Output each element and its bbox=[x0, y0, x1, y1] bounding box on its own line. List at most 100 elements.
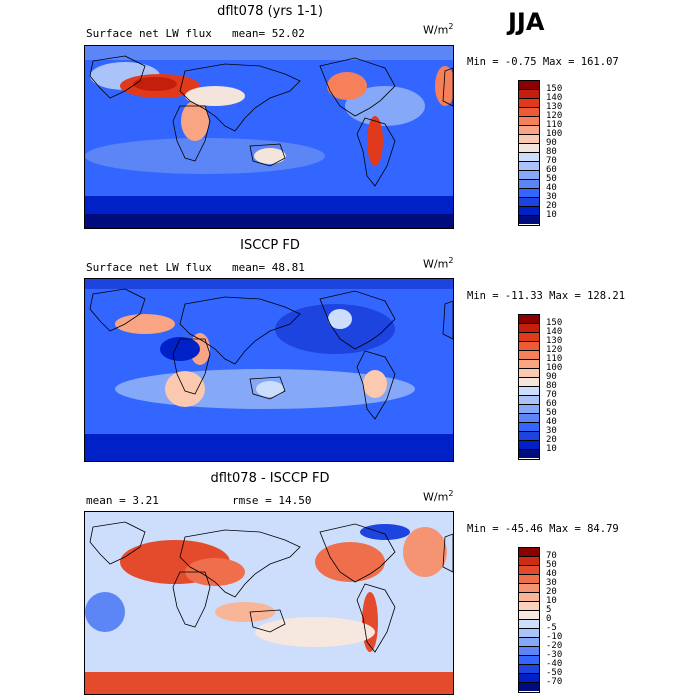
colorbar-tick-label: 30 bbox=[546, 192, 557, 202]
colorbar-swatch bbox=[519, 89, 539, 98]
coastline bbox=[89, 521, 146, 565]
colorbar-swatch bbox=[519, 323, 539, 332]
field-contour bbox=[362, 592, 378, 652]
field-contour bbox=[328, 309, 352, 329]
coastline bbox=[442, 533, 453, 573]
coastline bbox=[319, 57, 396, 117]
colorbar-swatch bbox=[519, 161, 539, 170]
units-text: W/m bbox=[423, 490, 449, 504]
colorbar-tick-label: 40 bbox=[546, 417, 557, 427]
field-contour bbox=[115, 314, 175, 334]
coastline bbox=[179, 63, 301, 132]
field-contour bbox=[181, 101, 209, 141]
colorbar-tick-label: -20 bbox=[546, 641, 563, 651]
colorbar-tick-label: 110 bbox=[546, 120, 563, 130]
colorbar-swatch bbox=[519, 592, 539, 601]
colorbar-tick-label: 40 bbox=[546, 183, 557, 193]
colorbar-tick-label: -50 bbox=[546, 668, 563, 678]
colorbar-tick-label: 40 bbox=[546, 569, 557, 579]
coastline bbox=[356, 350, 396, 420]
colorbar-swatch bbox=[519, 395, 539, 404]
colorbar-swatch bbox=[519, 404, 539, 413]
colorbar-tick-label: 100 bbox=[546, 129, 563, 139]
coastline bbox=[249, 609, 286, 633]
colorbar-swatch bbox=[519, 422, 539, 431]
colorbar-tick-label: 20 bbox=[546, 587, 557, 597]
coastline bbox=[356, 117, 396, 187]
colorbar-swatch bbox=[519, 548, 539, 556]
colorbar-tick-label: -5 bbox=[546, 623, 557, 633]
colorbar-swatch bbox=[519, 116, 539, 125]
colorbar-swatch bbox=[519, 341, 539, 350]
field-contour bbox=[165, 371, 205, 407]
colorbar-tick-label: 130 bbox=[546, 102, 563, 112]
colorbar-swatch bbox=[519, 565, 539, 574]
field-contour bbox=[403, 527, 447, 577]
coastline bbox=[89, 55, 146, 99]
coastline bbox=[249, 143, 286, 167]
colorbar-swatch bbox=[519, 332, 539, 341]
colorbar-tick-label: 130 bbox=[546, 336, 563, 346]
coastline bbox=[179, 529, 301, 598]
field-band bbox=[85, 512, 453, 694]
field-contour bbox=[256, 381, 284, 397]
field-band bbox=[85, 46, 453, 60]
field-contour bbox=[85, 592, 125, 632]
colorbar-tick-label: 10 bbox=[546, 596, 557, 606]
colorbar-swatch bbox=[519, 637, 539, 646]
field-label: Surface net LW flux bbox=[86, 261, 212, 274]
units-text: W/m bbox=[423, 257, 449, 271]
colorbar-swatch bbox=[519, 170, 539, 179]
min-max-label: Min = -45.46 Max = 84.79 bbox=[467, 523, 619, 535]
units-label: W/m2 bbox=[423, 22, 453, 37]
coastline bbox=[319, 290, 396, 350]
colorbar-swatch bbox=[519, 556, 539, 565]
colorbar-tick-label: 10 bbox=[546, 210, 557, 220]
coastline bbox=[442, 67, 453, 107]
colorbar-swatch bbox=[519, 601, 539, 610]
colorbar-swatch bbox=[519, 188, 539, 197]
map-panel bbox=[84, 511, 454, 695]
colorbar-tick-label: 90 bbox=[546, 138, 557, 148]
coastline bbox=[356, 583, 396, 653]
min-max-label: Min = -0.75 Max = 161.07 bbox=[467, 56, 619, 68]
colorbar-swatch bbox=[519, 449, 539, 458]
colorbar-tick-label: 30 bbox=[546, 578, 557, 588]
panel-title: dflt078 (yrs 1-1) bbox=[217, 4, 323, 19]
coastline bbox=[89, 288, 146, 332]
units-label: W/m2 bbox=[423, 256, 453, 271]
colorbar-swatch bbox=[519, 315, 539, 323]
colorbar-swatch bbox=[519, 125, 539, 134]
colorbar-tick-label: 80 bbox=[546, 147, 557, 157]
field-contour bbox=[85, 138, 325, 174]
units-exponent: 2 bbox=[448, 489, 454, 498]
field-contour bbox=[215, 602, 275, 622]
season-label: JJA bbox=[508, 8, 545, 36]
coastline bbox=[172, 571, 211, 628]
colorbar-swatch bbox=[519, 152, 539, 161]
rmse-stat: rmse = 14.50 bbox=[232, 494, 312, 507]
colorbar-tick-label: 10 bbox=[546, 444, 557, 454]
colorbar-swatch bbox=[519, 431, 539, 440]
colorbar-swatch bbox=[519, 673, 539, 682]
colorbar-tick-label: 150 bbox=[546, 84, 563, 94]
colorbar-tick-label: 60 bbox=[546, 399, 557, 409]
colorbar-swatch bbox=[519, 197, 539, 206]
colorbar-tick-label: 120 bbox=[546, 345, 563, 355]
colorbar bbox=[518, 80, 540, 226]
colorbar bbox=[518, 547, 540, 693]
colorbar-tick-label: 60 bbox=[546, 165, 557, 175]
colorbar-tick-label: 20 bbox=[546, 201, 557, 211]
mean-stat: mean = 3.21 bbox=[86, 494, 159, 507]
field-contour bbox=[133, 77, 177, 91]
colorbar-tick-label: 50 bbox=[546, 560, 557, 570]
field-contour bbox=[160, 337, 200, 361]
colorbar-swatch bbox=[519, 610, 539, 619]
colorbar-swatch bbox=[519, 655, 539, 664]
field-contour bbox=[360, 524, 410, 540]
field-contour bbox=[363, 370, 387, 398]
colorbar-swatch bbox=[519, 206, 539, 215]
colorbar-swatch bbox=[519, 377, 539, 386]
colorbar-tick-label: 50 bbox=[546, 408, 557, 418]
field-band bbox=[85, 214, 453, 228]
